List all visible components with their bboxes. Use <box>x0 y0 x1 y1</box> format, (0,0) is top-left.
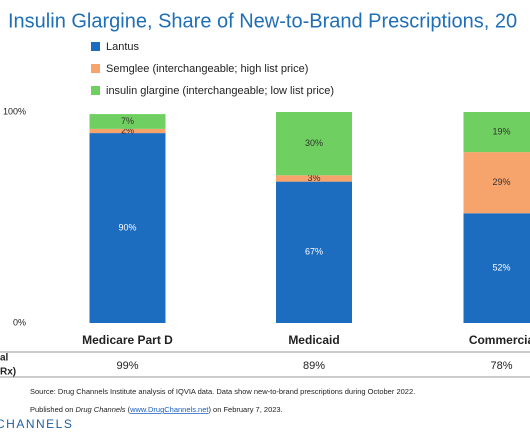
bar-segment <box>463 152 530 214</box>
bar-segment <box>276 175 352 182</box>
summary-value: 89% <box>303 360 325 372</box>
summary-row-label: Rx) <box>0 367 16 378</box>
value-label: 19% <box>492 126 510 136</box>
y-tick-label: 0% <box>13 317 26 327</box>
value-label: 52% <box>492 263 510 273</box>
published-note: Published on Drug Channels (www.DrugChan… <box>30 405 283 414</box>
source-note: Source: Drug Channels Institute analysis… <box>30 387 415 396</box>
legend-label: insulin glargine (interchangeable; low l… <box>106 85 334 97</box>
legend-swatch <box>91 64 100 73</box>
x-tick-label: Commercia <box>469 333 530 347</box>
value-label: 3% <box>307 173 320 183</box>
bar-segment <box>463 112 530 153</box>
value-label: 67% <box>305 247 323 257</box>
value-label: 30% <box>305 138 323 148</box>
summary-value: 99% <box>116 360 138 372</box>
value-label: 90% <box>118 222 136 232</box>
value-label: 2% <box>121 125 134 135</box>
logo: CHANNELS <box>0 417 73 431</box>
bar-segment <box>89 133 166 323</box>
bar-segment <box>89 114 166 129</box>
chart-title: Insulin Glargine, Share of New-to-Brand … <box>8 10 517 32</box>
legend-swatch <box>91 86 100 95</box>
y-tick-label: 100% <box>3 106 26 116</box>
bar-segment <box>276 181 352 323</box>
bar-segment <box>89 128 166 134</box>
value-label: 7% <box>121 116 134 126</box>
x-tick-label: Medicare Part D <box>82 333 173 347</box>
x-tick-label: Medicaid <box>288 333 339 347</box>
summary-row-label: al <box>0 353 9 364</box>
bar-segment <box>276 112 352 176</box>
legend-label: Semglee (interchangeable; high list pric… <box>106 63 308 75</box>
legend-swatch <box>91 42 100 51</box>
bar-segment <box>463 213 530 323</box>
value-label: 29% <box>492 177 510 187</box>
legend-label: Lantus <box>106 41 140 53</box>
summary-value: 78% <box>490 360 512 372</box>
